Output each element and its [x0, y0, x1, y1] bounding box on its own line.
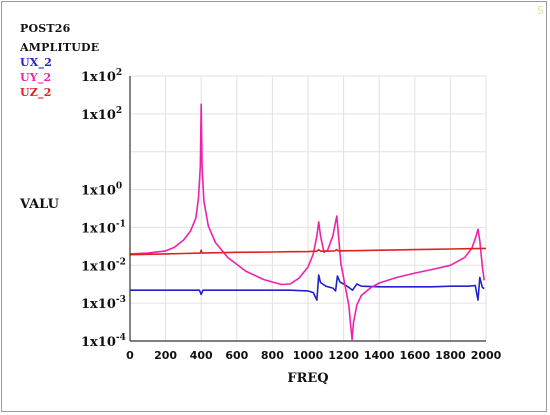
series-line-uz2	[129, 247, 487, 256]
x-axis-title: FREQ	[287, 371, 328, 386]
y-axis-title: VALU	[19, 197, 60, 212]
x-tick-label-10: 2000	[471, 349, 502, 362]
legend-item-uy2: UY_2	[20, 71, 52, 84]
grid	[129, 75, 487, 342]
y-tick-exponent-5: 2	[116, 106, 122, 116]
legend-item-uz2: UZ_2	[20, 86, 52, 99]
y-tick-label-2: 1x10-2	[81, 257, 126, 274]
corner-mark: S	[537, 4, 544, 17]
y-tick-label-3: 1x10-1	[81, 219, 126, 236]
y-tick-label-4: 1x100	[81, 182, 122, 199]
x-tick-label-8: 1600	[399, 349, 430, 362]
y-tick-label-0: 1x10-4	[81, 333, 126, 350]
x-tick-label-2: 400	[190, 349, 213, 362]
y-tick-exponent-1: -3	[116, 295, 126, 305]
y-tick-label-6: 1x102	[81, 68, 122, 85]
y-tick-exponent-3: -1	[116, 219, 126, 229]
y-tick-exponent-2: -2	[116, 257, 126, 267]
x-tick-label-0: 0	[126, 349, 134, 362]
series-line-ux2	[130, 274, 485, 301]
series-group	[129, 103, 487, 341]
quantity-label: AMPLITUDE	[20, 41, 100, 54]
program-label: POST26	[20, 22, 71, 35]
y-tick-label-5: 1x102	[81, 106, 122, 123]
y-tick-labels: 1x10-4 1x10-3 1x10-2 1x10-1 1x100 1x102 1x102	[81, 68, 126, 350]
y-tick-exponent-6: 2	[116, 68, 122, 78]
x-tick-label-7: 1400	[364, 349, 395, 362]
y-tick-exponent-0: -4	[116, 333, 126, 343]
legend-item-ux2: UX_2	[20, 56, 53, 69]
x-tick-label-1: 200	[154, 349, 177, 362]
x-tick-label-9: 1800	[435, 349, 466, 362]
x-tick-label-6: 1200	[328, 349, 359, 362]
y-tick-label-1: 1x10-3	[81, 295, 126, 312]
x-tick-labels: 0 200 400 600 800 1000 1200 1400 1600 1800 2000	[126, 349, 501, 362]
y-tick-exponent-4: 0	[116, 182, 122, 192]
x-tick-label-3: 600	[225, 349, 248, 362]
x-tick-label-4: 800	[261, 349, 284, 362]
x-tick-label-5: 1000	[293, 349, 324, 362]
